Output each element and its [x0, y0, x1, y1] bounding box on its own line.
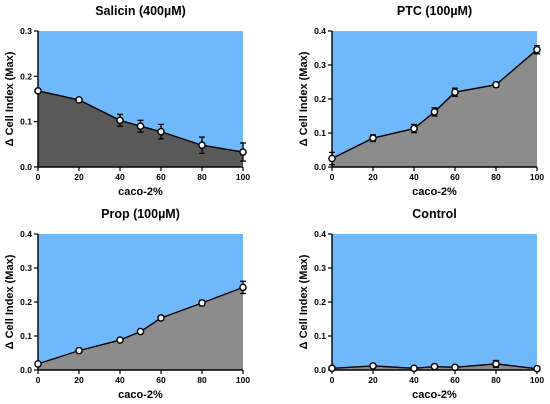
- y-tick-label: 0.1: [20, 117, 32, 127]
- data-point: [75, 96, 83, 104]
- data-point: [410, 124, 418, 133]
- data-point: [410, 364, 418, 373]
- x-tick-label: 100: [530, 375, 544, 385]
- data-point: [136, 122, 145, 130]
- x-tick-label: 40: [409, 375, 419, 385]
- data-point: [239, 148, 247, 156]
- y-tick-label: 0.3: [314, 60, 326, 70]
- y-axis-label: Δ Cell Index (Max): [4, 254, 16, 349]
- chart-panel-2: 0.0 0.1 0.2 0.3 0.4 0 20 40 60 80 100 PTC (100µM) ca…: [298, 4, 544, 198]
- data-point: [451, 88, 459, 96]
- data-point: [369, 134, 377, 142]
- data-point: [34, 87, 42, 95]
- y-tick-label: 0.2: [314, 297, 326, 307]
- x-axis-label: caco-2%: [118, 389, 163, 401]
- x-tick-label: 80: [491, 172, 501, 182]
- data-point: [198, 299, 206, 307]
- x-tick-label: 0: [330, 375, 335, 385]
- series-area: [38, 287, 243, 370]
- y-tick-label: 0.2: [314, 94, 326, 104]
- x-tick-label: 0: [330, 172, 335, 182]
- chart-title: Salicin (400µM): [95, 4, 186, 18]
- x-tick-label: 60: [450, 375, 460, 385]
- x-tick-label: 60: [156, 172, 166, 182]
- y-axis-label: Δ Cell Index (Max): [298, 51, 310, 146]
- chart-panel-1: 0.0 0.1 0.2 0.3 0 20 40 60 80 100 Salicin (400µM) c…: [4, 4, 250, 198]
- x-tick-label: 100: [236, 172, 250, 182]
- series-area: [332, 49, 537, 168]
- y-tick-label: 0.2: [20, 297, 32, 307]
- data-point: [533, 45, 541, 54]
- data-point: [492, 80, 500, 89]
- data-point: [157, 127, 165, 136]
- x-tick-label: 40: [409, 172, 419, 182]
- y-tick-label: 0.4: [314, 229, 326, 239]
- data-point: [369, 362, 377, 370]
- data-point: [116, 336, 124, 344]
- data-point: [198, 141, 206, 150]
- chart-title: PTC (100µM): [397, 4, 472, 18]
- y-tick-label: 0.1: [314, 331, 326, 341]
- plot-background: [332, 234, 537, 370]
- data-point: [492, 360, 500, 368]
- data-point: [157, 314, 165, 322]
- y-tick-label: 0.0: [314, 365, 326, 375]
- data-point: [430, 108, 439, 116]
- x-tick-label: 100: [236, 375, 250, 385]
- y-tick-label: 0.0: [20, 365, 32, 375]
- data-point: [430, 362, 439, 371]
- x-tick-label: 20: [74, 172, 84, 182]
- x-tick-label: 80: [197, 375, 207, 385]
- x-tick-label: 100: [530, 172, 544, 182]
- data-point: [451, 363, 459, 372]
- x-tick-label: 20: [368, 375, 378, 385]
- x-axis-label: caco-2%: [412, 389, 457, 401]
- data-point: [34, 360, 42, 368]
- x-tick-label: 40: [115, 375, 125, 385]
- chart-title: Control: [412, 207, 456, 221]
- y-tick-label: 0.1: [20, 331, 32, 341]
- x-axis-label: caco-2%: [412, 186, 457, 198]
- y-tick-label: 0.0: [314, 162, 326, 172]
- x-axis-label: caco-2%: [118, 186, 163, 198]
- y-tick-label: 0.3: [20, 263, 32, 273]
- chart-panel-3: 0.0 0.1 0.2 0.3 0.4 0 20 40 60 80 100 Prop (100µM) c…: [4, 207, 250, 401]
- data-point: [239, 283, 247, 292]
- data-point: [533, 364, 541, 373]
- x-tick-label: 20: [368, 172, 378, 182]
- x-tick-label: 0: [36, 375, 41, 385]
- x-tick-label: 40: [115, 172, 125, 182]
- x-tick-label: 60: [450, 172, 460, 182]
- y-tick-label: 0.4: [314, 26, 326, 36]
- x-tick-label: 80: [197, 172, 207, 182]
- chart-panel-4: 0.0 0.1 0.2 0.3 0.4 0 20 40 60 80 100 Control caco-2…: [298, 207, 544, 401]
- x-tick-label: 60: [156, 375, 166, 385]
- x-tick-label: 20: [74, 375, 84, 385]
- y-tick-label: 0.4: [20, 229, 32, 239]
- y-tick-label: 0.1: [314, 128, 326, 138]
- y-tick-label: 0.3: [314, 263, 326, 273]
- y-tick-label: 0.2: [20, 71, 32, 81]
- data-point: [328, 364, 336, 373]
- data-point: [116, 116, 124, 125]
- y-axis-label: Δ Cell Index (Max): [4, 51, 16, 146]
- x-tick-label: 80: [491, 375, 501, 385]
- chart-title: Prop (100µM): [101, 207, 180, 221]
- data-point: [328, 154, 336, 163]
- y-axis-label: Δ Cell Index (Max): [298, 254, 310, 349]
- data-point: [136, 327, 145, 336]
- data-point: [75, 346, 83, 355]
- y-tick-label: 0.0: [20, 162, 32, 172]
- x-tick-label: 0: [36, 172, 41, 182]
- y-tick-label: 0.3: [20, 26, 32, 36]
